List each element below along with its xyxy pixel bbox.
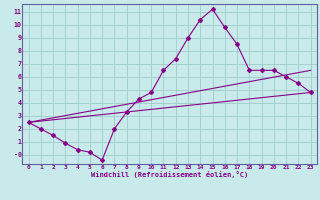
X-axis label: Windchill (Refroidissement éolien,°C): Windchill (Refroidissement éolien,°C) [91,171,248,178]
